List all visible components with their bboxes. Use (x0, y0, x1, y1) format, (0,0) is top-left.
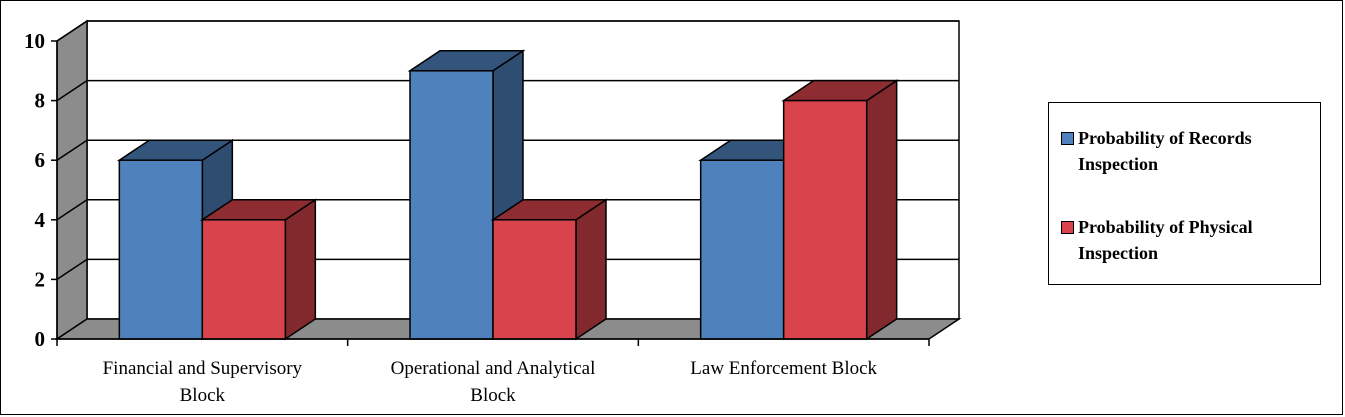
gridline (56, 258, 959, 281)
x-category-label: Operational and Analytical Block (391, 358, 596, 406)
y-tick-labels: 0 2 4 6 8 10 (24, 29, 46, 351)
bar-side (865, 79, 898, 341)
legend: Probability of Records Inspection Probab… (1048, 102, 1321, 285)
bars (116, 49, 900, 341)
gridline (56, 79, 959, 102)
bar-front (409, 70, 494, 340)
x-category-label-line: Operational and Analytical (391, 358, 596, 379)
legend-swatch-records (1061, 132, 1074, 145)
x-category-label-line: Block (180, 385, 226, 406)
side-wall (56, 19, 88, 341)
gridline (56, 139, 959, 161)
gridlines (56, 20, 959, 281)
bar (781, 79, 900, 341)
legend-item-physical: Probability of Physical Inspection (1061, 214, 1316, 266)
y-tick-label: 0 (35, 327, 46, 351)
x-category-label-line: Financial and Supervisory (103, 358, 303, 379)
bar (490, 198, 609, 341)
y-tick-label: 8 (35, 89, 46, 113)
gridline (56, 20, 959, 42)
bar-front (201, 219, 287, 340)
bar-front (118, 159, 204, 340)
y-tick-label: 10 (24, 29, 45, 53)
legend-label-records: Probability of Records Inspection (1078, 128, 1252, 174)
bar-side (284, 198, 317, 341)
legend-label-physical: Probability of Physical Inspection (1078, 217, 1253, 263)
x-category-label: Financial and Supervisory Block (103, 358, 303, 406)
bar-side (575, 198, 607, 341)
y-tick-label: 4 (35, 208, 46, 232)
axes (51, 40, 930, 346)
legend-item-records: Probability of Records Inspection (1061, 125, 1316, 177)
x-category-label-line: Law Enforcement Block (690, 358, 877, 379)
gridline (56, 199, 959, 221)
bar-front (782, 99, 868, 340)
y-tick-label: 6 (35, 148, 46, 172)
legend-swatch-physical (1061, 221, 1074, 234)
x-category-labels: Financial and Supervisory BlockOperationa… (103, 358, 878, 406)
bar-front (699, 159, 785, 340)
bar (199, 198, 318, 341)
x-category-label: Law Enforcement Block (690, 358, 877, 379)
x-category-label-line: Block (470, 385, 516, 406)
y-tick-label: 2 (35, 267, 46, 291)
bar (407, 49, 526, 341)
bar-front (492, 219, 577, 340)
